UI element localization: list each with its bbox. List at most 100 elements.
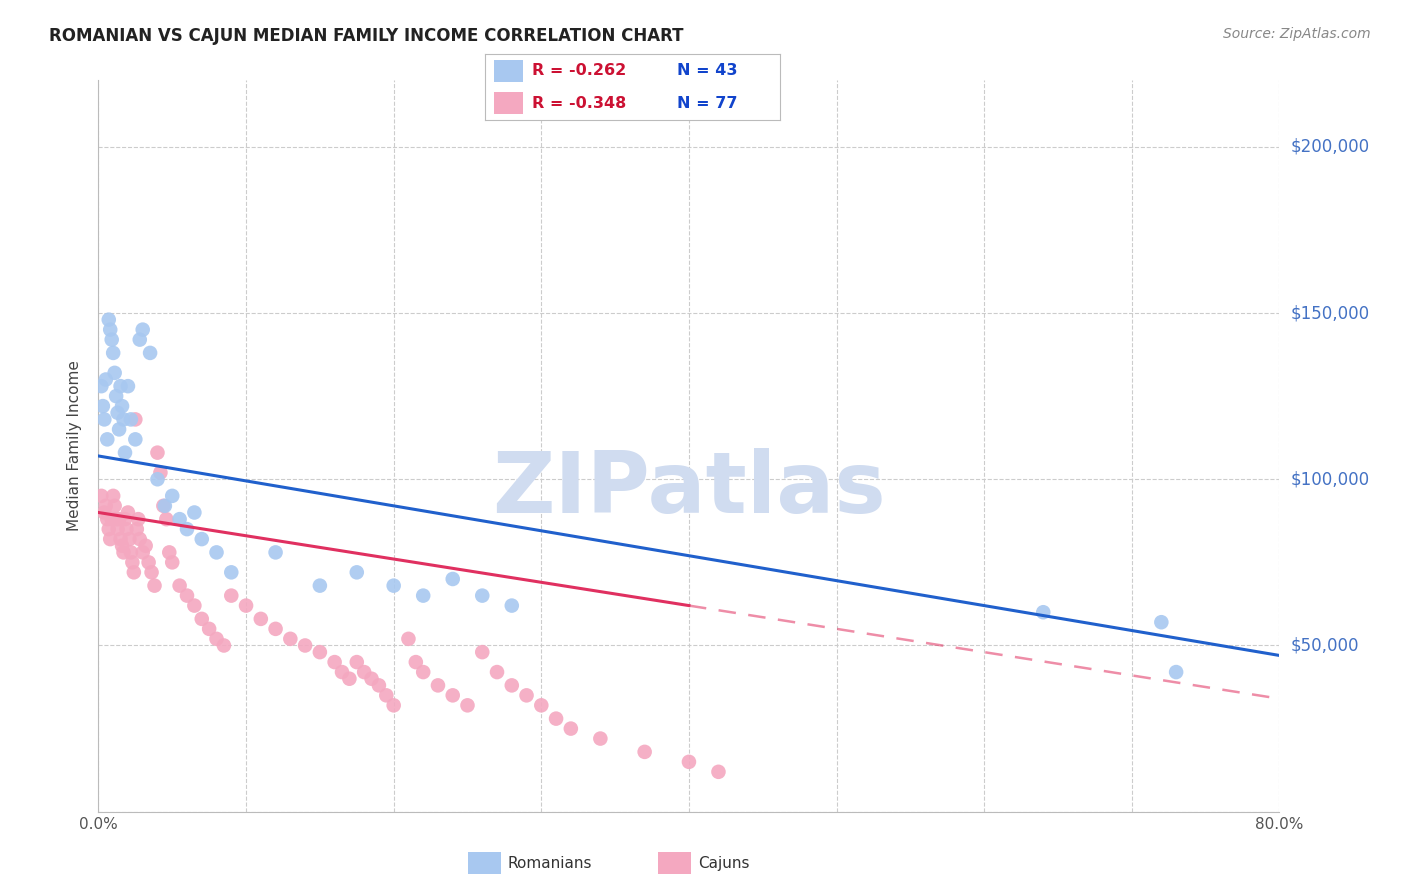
- Point: [633, 745, 655, 759]
- Point: [169, 579, 191, 593]
- Point: [155, 512, 177, 526]
- Point: [382, 698, 405, 713]
- Bar: [494, 93, 523, 114]
- Point: [471, 589, 494, 603]
- Point: [118, 532, 141, 546]
- Point: [264, 622, 287, 636]
- Point: [97, 312, 120, 326]
- Point: [104, 499, 127, 513]
- Point: [128, 333, 150, 347]
- Point: [309, 579, 332, 593]
- Point: [412, 589, 434, 603]
- Point: [162, 555, 183, 569]
- Point: [120, 412, 142, 426]
- Point: [441, 689, 464, 703]
- Point: [337, 672, 360, 686]
- Point: [117, 379, 139, 393]
- Point: [135, 539, 157, 553]
- Bar: [494, 61, 523, 82]
- Point: [98, 323, 121, 337]
- Text: R = -0.262: R = -0.262: [533, 63, 627, 78]
- Point: [149, 466, 172, 480]
- Point: [127, 512, 149, 526]
- Point: [176, 589, 198, 603]
- Point: [530, 698, 553, 713]
- Y-axis label: Median Family Income: Median Family Income: [67, 360, 83, 532]
- Point: [441, 572, 464, 586]
- Point: [103, 346, 125, 360]
- Point: [117, 506, 139, 520]
- Point: [115, 522, 138, 536]
- Point: [132, 545, 155, 559]
- Point: [191, 612, 214, 626]
- Point: [212, 639, 235, 653]
- Point: [176, 522, 198, 536]
- Point: [114, 445, 136, 459]
- Text: ZIPatlas: ZIPatlas: [492, 449, 886, 532]
- Point: [264, 545, 287, 559]
- Point: [589, 731, 612, 746]
- Text: N = 43: N = 43: [678, 63, 738, 78]
- Point: [235, 599, 257, 613]
- Point: [105, 389, 128, 403]
- Point: [132, 323, 155, 337]
- Point: [412, 665, 434, 679]
- Text: $50,000: $50,000: [1291, 637, 1360, 655]
- Point: [96, 512, 118, 526]
- Point: [707, 764, 730, 779]
- Point: [294, 639, 316, 653]
- Point: [143, 579, 166, 593]
- Point: [121, 555, 143, 569]
- Point: [360, 672, 382, 686]
- Point: [104, 366, 127, 380]
- Point: [110, 532, 132, 546]
- Point: [97, 522, 120, 536]
- Text: $150,000: $150,000: [1291, 304, 1369, 322]
- Text: ROMANIAN VS CAJUN MEDIAN FAMILY INCOME CORRELATION CHART: ROMANIAN VS CAJUN MEDIAN FAMILY INCOME C…: [49, 27, 683, 45]
- Text: Romanians: Romanians: [508, 855, 592, 871]
- Point: [198, 622, 221, 636]
- Point: [368, 678, 391, 692]
- Text: N = 77: N = 77: [678, 95, 738, 111]
- Point: [146, 445, 169, 459]
- Point: [1150, 615, 1173, 630]
- Point: [330, 665, 353, 679]
- Point: [139, 346, 162, 360]
- Point: [191, 532, 214, 546]
- Point: [124, 412, 146, 426]
- Point: [162, 489, 183, 503]
- Bar: [468, 852, 501, 874]
- Point: [309, 645, 332, 659]
- Point: [169, 512, 191, 526]
- Point: [111, 539, 134, 553]
- Point: [128, 532, 150, 546]
- Point: [153, 499, 176, 513]
- Point: [456, 698, 478, 713]
- Point: [103, 489, 125, 503]
- Point: [112, 545, 135, 559]
- Point: [108, 422, 131, 436]
- Point: [94, 499, 117, 513]
- Point: [157, 545, 180, 559]
- Point: [486, 665, 509, 679]
- Point: [278, 632, 302, 646]
- Point: [353, 665, 375, 679]
- Point: [146, 472, 169, 486]
- Point: [219, 589, 242, 603]
- Point: [1032, 605, 1054, 619]
- Point: [219, 566, 242, 580]
- Point: [125, 522, 148, 536]
- Point: [323, 655, 346, 669]
- Point: [250, 612, 273, 626]
- Point: [471, 645, 494, 659]
- Point: [515, 689, 537, 703]
- Point: [93, 506, 115, 520]
- Point: [152, 499, 174, 513]
- Point: [105, 512, 128, 526]
- Point: [107, 522, 129, 536]
- Point: [138, 555, 160, 569]
- Point: [205, 545, 228, 559]
- Point: [346, 566, 368, 580]
- Point: [107, 406, 129, 420]
- Point: [100, 512, 122, 526]
